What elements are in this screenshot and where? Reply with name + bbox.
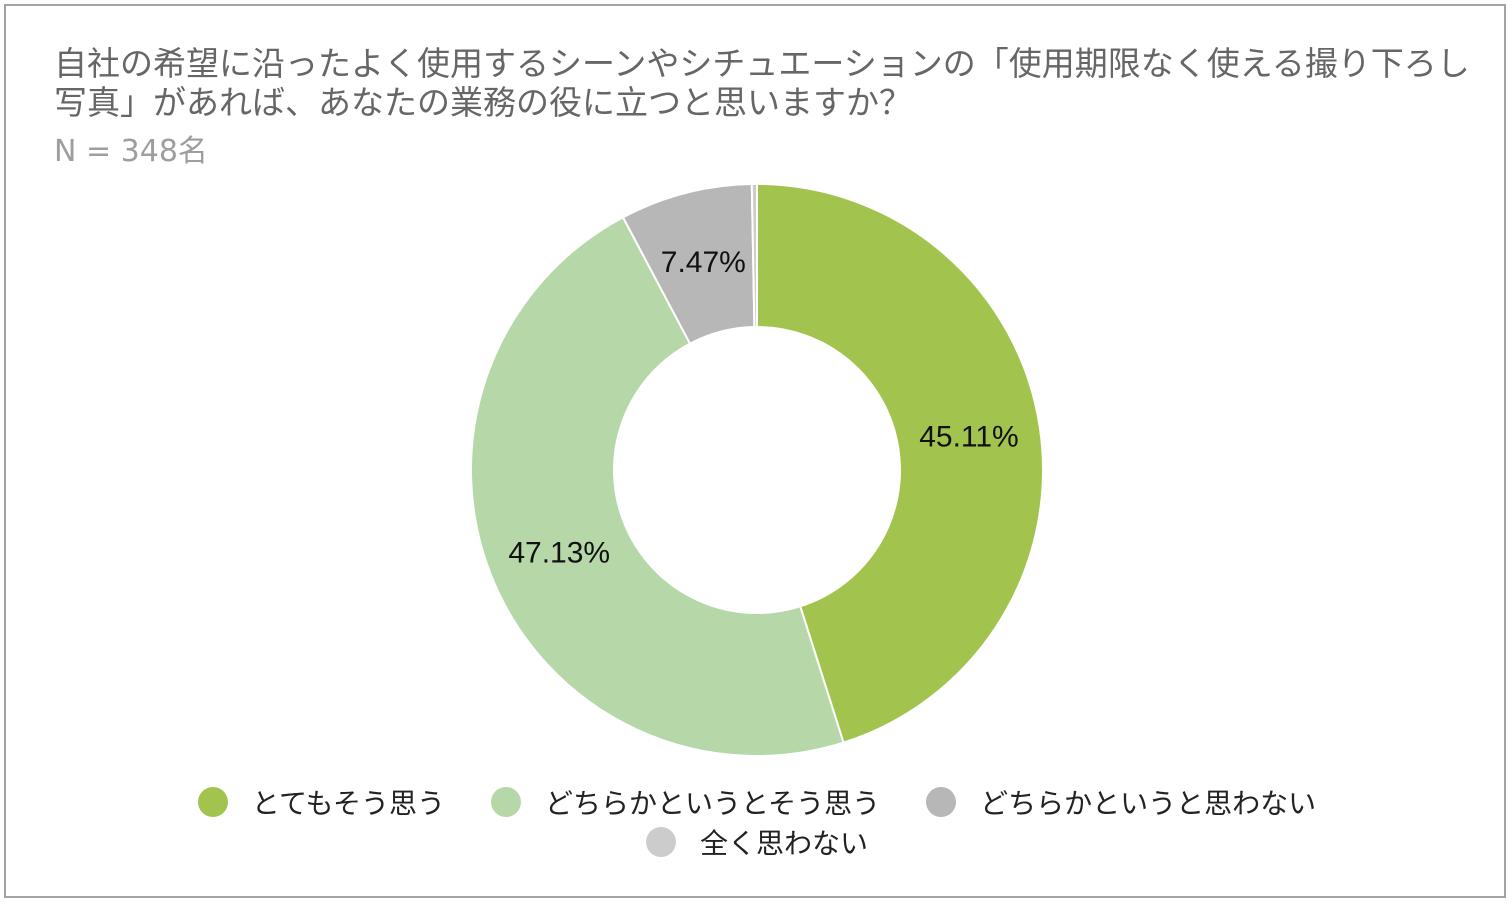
legend-label-very-agree: とてもそう思う — [251, 787, 445, 820]
legend-item-very-agree[interactable]: とてもそう思う — [197, 782, 445, 822]
donut-slice-3[interactable] — [750, 182, 758, 329]
legend-row-2: 全く思わない — [6, 822, 1508, 862]
legend-item-not-at-all[interactable]: 全く思わない — [645, 822, 868, 862]
slice-label-0: 45.11% — [919, 421, 1019, 454]
slice-label-1: 47.13% — [508, 537, 610, 570]
donut-slice-0[interactable] — [756, 182, 1044, 744]
legend-item-somewhat-agree[interactable]: どちらかというとそう思う — [491, 782, 880, 822]
legend-swatch-not-at-all — [645, 827, 676, 857]
chart-frame: 自社の希望に沿ったよく使用するシーンやシチュエーションの「使用期限なく使える撮り… — [4, 4, 1506, 898]
legend-label-somewhat-disagree: どちらかというと思わない — [980, 787, 1317, 820]
legend-label-not-at-all: 全く思わない — [699, 827, 868, 860]
legend-label-somewhat-agree: どちらかというとそう思う — [545, 787, 881, 820]
legend-item-somewhat-disagree[interactable]: どちらかというと思わない — [926, 782, 1316, 822]
legend-swatch-somewhat-agree — [491, 787, 521, 817]
donut-chart: 45.11% 47.13% 7.47% — [470, 182, 1044, 757]
legend-row-1: とてもそう思う どちらかというとそう思う どちらかというと思わない — [6, 782, 1508, 822]
legend-swatch-somewhat-disagree — [926, 787, 957, 817]
chart-subtitle: N = 348名 — [54, 134, 208, 169]
chart-title: 自社の希望に沿ったよく使用するシーンやシチュエーションの「使用期限なく使える撮り… — [54, 44, 1470, 122]
slice-label-2: 7.47% — [661, 246, 746, 279]
donut-slice-1[interactable] — [470, 215, 845, 757]
legend-swatch-very-agree — [197, 787, 228, 817]
